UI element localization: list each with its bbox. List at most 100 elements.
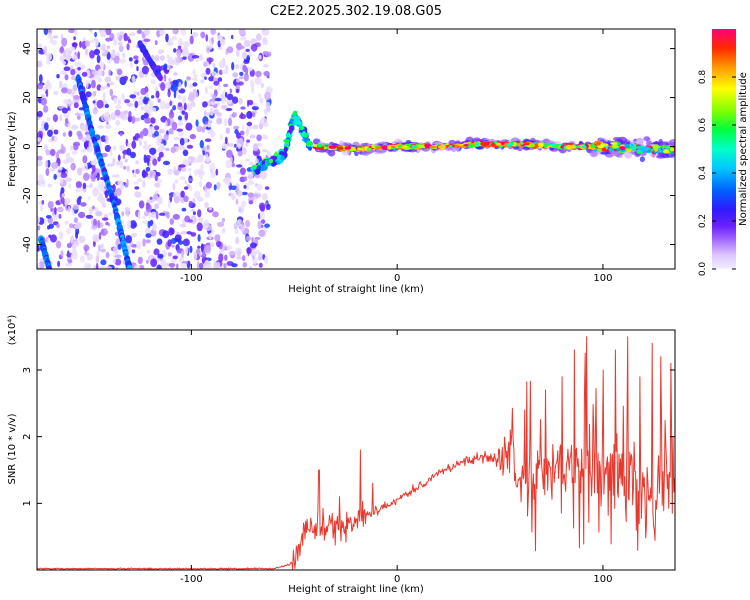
noise-blob [194,168,199,176]
noise-blob [177,102,183,107]
carrier-core [512,141,517,147]
noise-blob [249,242,257,249]
noise-blob [176,263,179,269]
noise-blob [192,197,196,204]
spectrogram-x-ticks: -100 0 100 [180,29,613,284]
noise-blob [187,53,195,62]
noise-blob [121,93,125,101]
noise-blob [218,253,224,263]
noise-blob [235,198,239,205]
noise-blob [225,127,230,134]
noise-blob [124,183,128,188]
noise-blob [116,32,120,39]
noise-blob [203,110,207,117]
noise-blob [232,112,238,117]
noise-blob [100,61,105,70]
carrier-core [467,144,475,148]
noise-blob [144,210,149,217]
noise-blob [248,200,254,205]
noise-blob [265,51,272,57]
noise-blob [243,59,250,64]
noise-blob [86,184,90,188]
noise-blob [47,201,54,209]
noise-blob [50,234,57,243]
noise-blob [235,132,241,139]
noise-blob [213,77,218,81]
noise-blob [124,207,131,213]
carrier-line [312,136,675,163]
noise-blob [205,34,208,42]
noise-blob [53,173,57,180]
noise-blob [259,211,265,220]
noise-blob [205,181,212,189]
noise-blob [98,232,102,240]
noise-blob [142,238,146,247]
noise-blob [169,218,174,225]
noise-blob [138,96,145,100]
noise-blob [165,120,168,128]
noise-blob [101,52,108,57]
noise-blob [196,222,203,232]
noise-blob [149,147,157,155]
noise-blob [131,249,136,254]
noise-blob [217,77,223,82]
noise-blob [245,127,249,137]
noise-blob [100,44,107,51]
noise-blob [211,228,215,235]
noise-blob [239,130,245,136]
noise-blob [210,92,213,98]
noise-blob [150,79,156,85]
carrier-core [506,142,513,147]
noise-blob [264,256,269,264]
noise-blob [129,61,134,68]
noise-blob [141,170,149,178]
noise-blob [133,91,138,95]
noise-blob [215,168,219,176]
noise-blob [130,232,138,238]
noise-blob [88,140,93,149]
noise-blob [143,112,149,119]
noise-blob [157,134,163,144]
noise-blob [208,76,215,82]
noise-blob [186,231,192,235]
noise-blob [70,65,74,70]
noise-blob [233,125,240,130]
noise-blob [90,160,98,166]
noise-blob [75,61,82,68]
noise-blob [51,161,59,169]
noise-blob [41,200,45,205]
noise-blob [261,29,267,32]
noise-blob [43,105,49,113]
noise-blob [95,255,100,264]
noise-blob [100,31,107,37]
noise-blob [68,130,73,137]
noise-blob [159,55,165,61]
noise-blob [240,106,246,110]
noise-blob [121,219,125,225]
y-tick-label: -40 [22,236,33,252]
noise-blob [158,212,166,216]
noise-blob [188,200,193,207]
noise-blob [195,57,200,63]
noise-blob [166,64,170,71]
noise-blob [266,203,271,211]
carrier-core [662,144,667,149]
noise-blob [235,64,240,70]
noise-blob [135,160,140,165]
noise-blob [84,262,88,269]
noise-blob [58,230,64,240]
noise-blob [64,220,69,225]
noise-blob [188,83,194,89]
noise-blob [48,234,52,239]
noise-blob [210,170,216,179]
noise-blob [126,103,134,107]
noise-blob [80,148,87,153]
noise-blob [161,106,165,110]
carrier-halo [643,136,650,142]
noise-blob [106,45,110,49]
x-tick-label: -100 [180,574,203,585]
noise-blob [256,183,263,191]
noise-blob [167,199,171,209]
noise-blob [113,145,117,151]
snr-frame [36,329,676,571]
